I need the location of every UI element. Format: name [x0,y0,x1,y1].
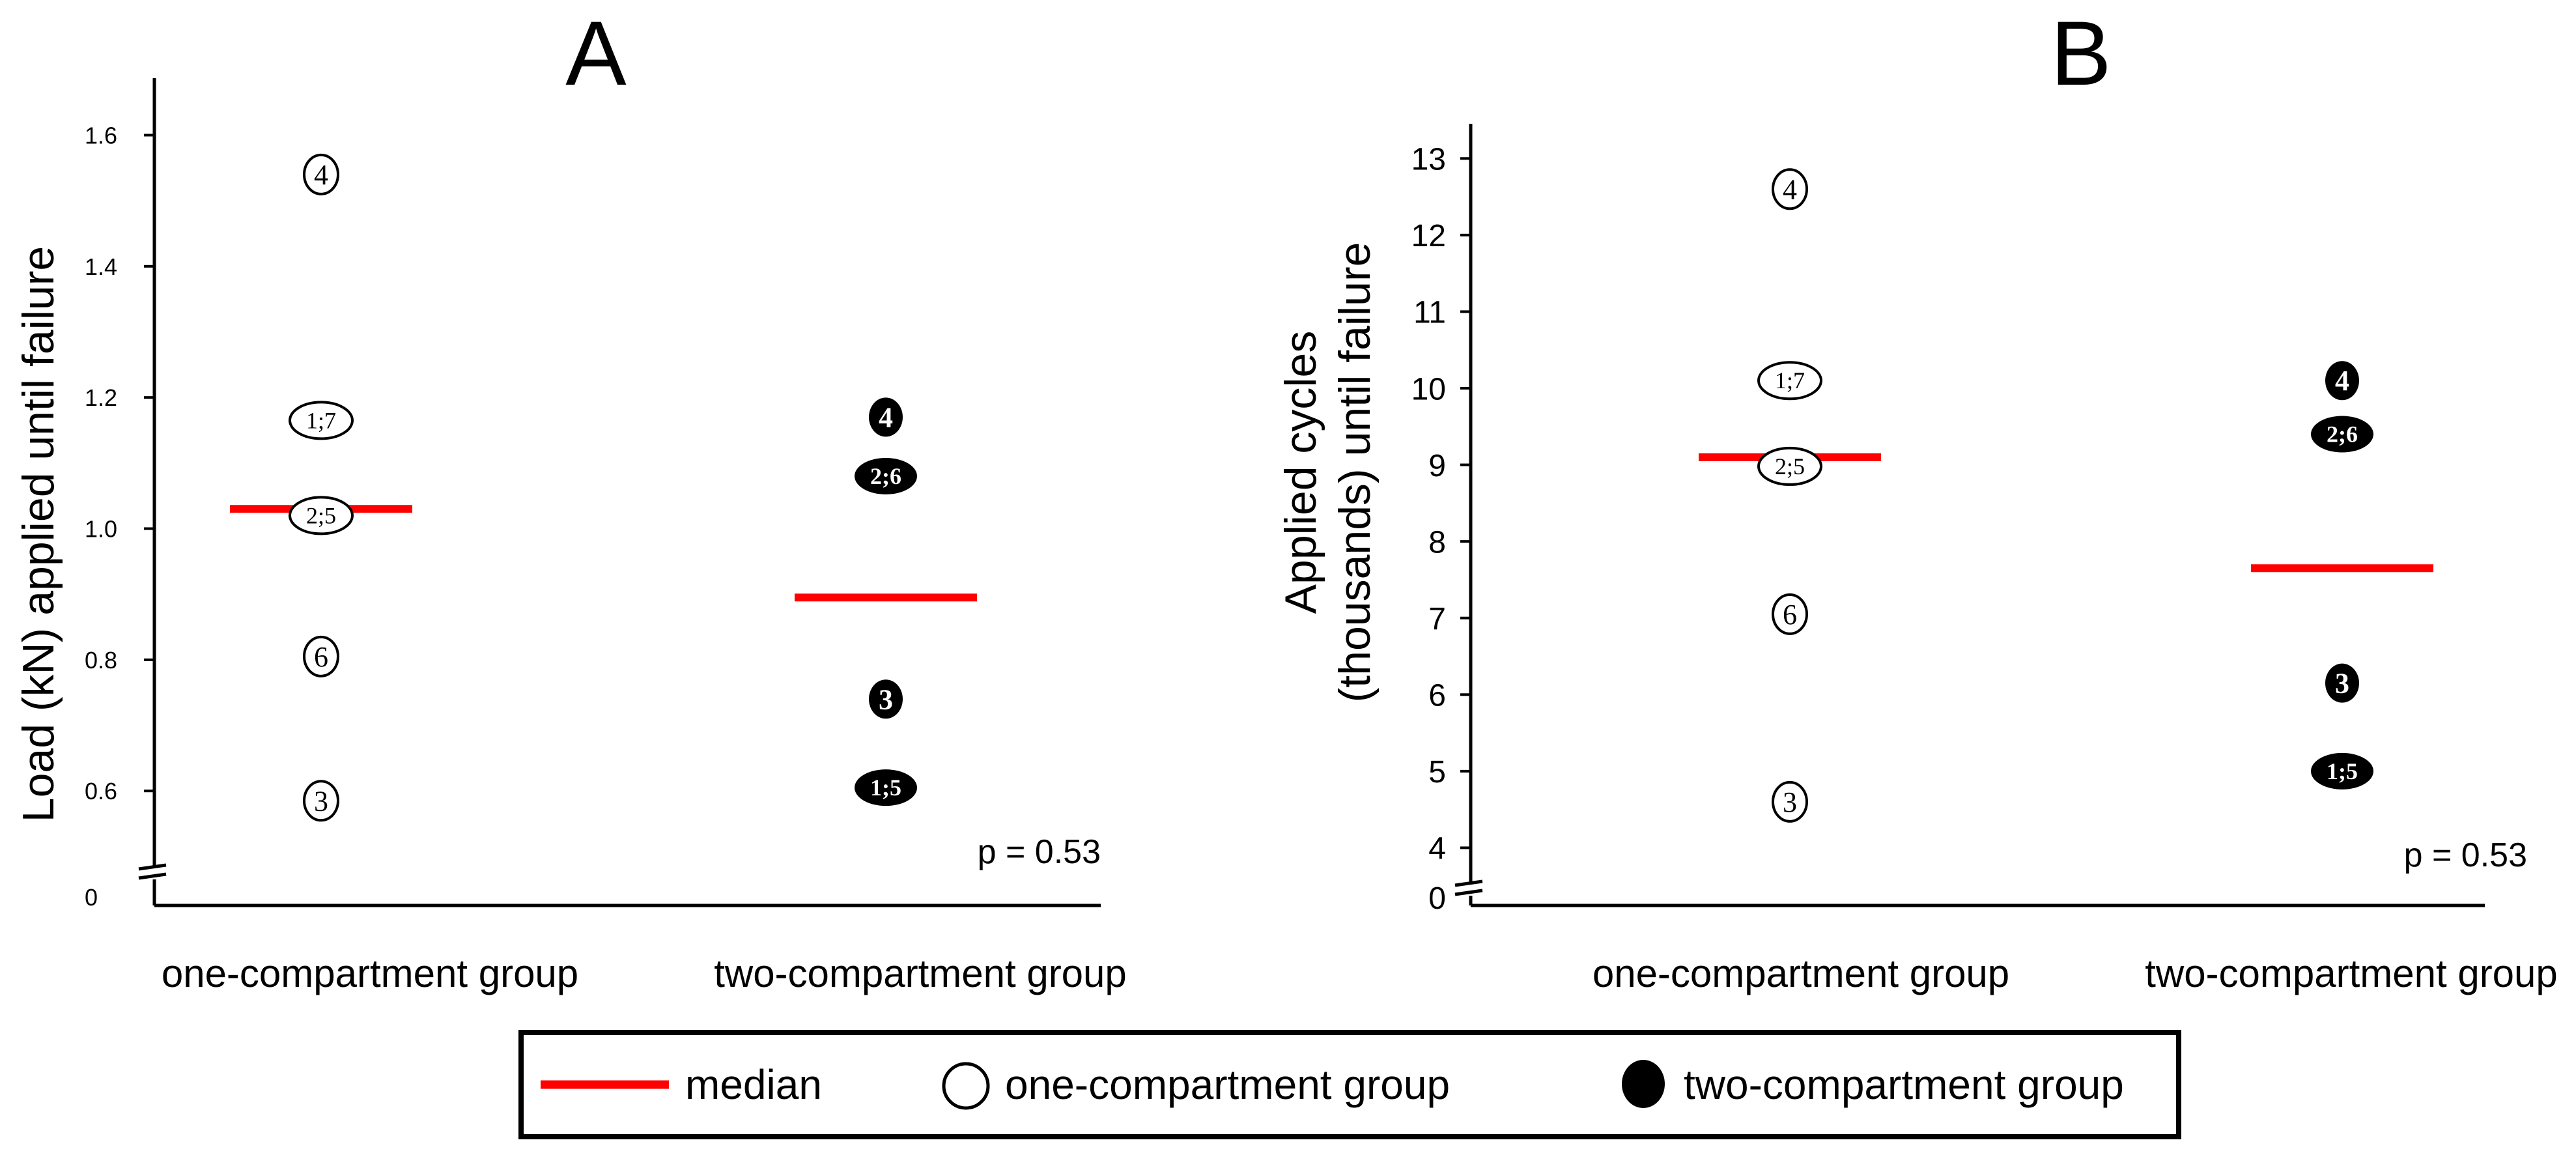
panel-b-y-tick-label: 9 [1428,449,1446,483]
data-point-label: 6 [314,641,328,673]
panel-b-ylabel-line-1: Applied cycles [1276,331,1325,614]
panel-a-data-point: 1;5 [855,769,917,806]
panel-b-data-point: 1;5 [2311,752,2373,790]
axis-break-mark [1454,889,1483,896]
panel-a-data-point: 2;6 [855,457,917,494]
data-point-label: 4 [2335,365,2349,397]
panel-a-data-point: 3 [303,780,339,822]
one-compartment-marker [303,780,339,822]
data-point-label: 2;6 [870,463,901,489]
data-point-label: 4 [879,401,893,433]
data-point-label: 1;7 [1775,367,1805,393]
legend: median one-compartment group two-compart… [518,1030,2181,1139]
data-point-label: 4 [314,159,328,191]
data-point-label: 2;5 [1775,453,1805,479]
one-compartment-marker [1757,446,1822,486]
panel-a-x-category-label: one-compartment group [162,952,578,995]
axis-break-mark [1454,879,1483,887]
panel-b-y-baseline-label: 0 [1428,881,1446,916]
panel-a-y-tick-label: 0.6 [85,778,117,804]
data-point-label: 1;5 [870,775,901,801]
panel-a-y-tick-label: 1.2 [85,384,117,411]
panel-a-data-point: 1;7 [289,401,354,440]
panel-a-label: A [565,2,627,104]
panel-a-y-tick-label: 1.4 [85,253,117,280]
one-compartment-marker [289,496,354,535]
one-compartment-marker [289,401,354,440]
panel-b-axis-break [1454,879,1485,896]
panel-a-data-point: 4 [303,153,339,195]
panel-b-y-tick-label: 12 [1411,219,1446,253]
two-compartment-marker [869,397,903,437]
panel-b-y-tick-label: 11 [1413,296,1446,330]
panel-b-label: B [2050,2,2111,104]
data-point-label: 2;6 [2327,421,2358,448]
panel-b-y-tick-label: 7 [1428,602,1446,636]
panel-a-ylabel: Load (kN) applied until failure [14,246,63,823]
panel-b-data-point: 4 [2325,361,2359,401]
data-point-label: 1;7 [306,407,336,433]
legend-box [518,1030,2181,1139]
two-compartment-marker [2311,416,2373,453]
panel-b-ylabel-line-2: (thousands) until failure [1330,242,1380,703]
one-compartment-marker [1772,780,1808,823]
data-point-label: 3 [2335,668,2349,700]
data-point-label: 3 [1783,786,1797,818]
panel-a-x-category-label: two-compartment group [714,952,1127,995]
panel-a-y-baseline-label: 0 [85,884,98,911]
data-point-label: 6 [1783,599,1797,631]
axis-break-mark [138,863,167,871]
legend-one-compartment-swatch [942,1062,990,1110]
panel-b-data-point: 3 [2325,663,2359,703]
panel-a-y-tick-label: 0.8 [85,647,117,674]
panel-b-y-tick-label: 5 [1428,755,1446,790]
two-compartment-marker [2325,361,2359,401]
panel-b-data-point: 1;7 [1757,361,1822,401]
panel-b-data-point: 4 [1772,168,1808,210]
panel-b-data-point: 6 [1772,593,1808,635]
panel-b-y-tick-label: 13 [1411,143,1446,177]
panel-a-data-point: 2;5 [289,496,354,535]
panel-b-data-point: 2;6 [2311,416,2373,453]
panel-b-data-point: 3 [1772,780,1808,823]
panel-b-y-tick-label: 8 [1428,525,1446,560]
panel-a-y-tick-label: 1.6 [85,122,117,149]
two-compartment-marker [2325,663,2359,703]
panel-b-y-tick-label: 4 [1428,832,1446,866]
legend-two-compartment-label: two-compartment group [1684,1061,2124,1108]
panel-a-data-point: 6 [303,635,339,677]
axis-break-mark [138,872,167,880]
data-point-label: 4 [1783,173,1797,205]
panel-a-y-tick-label: 1.0 [85,515,117,542]
one-compartment-marker [303,635,339,677]
panel-a-data-point: 4 [869,397,903,437]
one-compartment-marker [303,153,339,195]
legend-median-label: median [685,1061,822,1108]
legend-two-compartment-swatch [1622,1060,1665,1108]
panel-b-x-category-label: two-compartment group [2145,952,2558,995]
data-point-label: 3 [314,785,328,817]
panel-b-y-tick-label: 6 [1428,679,1446,713]
panel-b-data-point: 2;5 [1757,446,1822,486]
panel-a-p-value: p = 0.53 [978,833,1101,871]
two-compartment-marker [869,679,903,719]
panel-b: B Applied cycles (thousands) until failu… [1276,2,2558,995]
one-compartment-marker [1772,593,1808,635]
data-point-label: 1;5 [2327,758,2358,784]
panel-b-x-category-label: one-compartment group [1592,952,2009,995]
panel-a: A Load (kN) applied until failure 0.6 0.8… [14,2,1127,995]
two-compartment-marker [2311,752,2373,790]
panel-b-p-value: p = 0.53 [2404,836,2527,874]
panel-b-y-tick-label: 10 [1411,372,1446,406]
legend-one-compartment-label: one-compartment group [1005,1061,1450,1108]
two-compartment-marker [855,457,917,494]
two-compartment-marker [855,769,917,806]
panel-a-axis-break [138,863,169,880]
data-point-label: 2;5 [306,502,336,528]
one-compartment-marker [1757,361,1822,401]
panel-a-data-point: 3 [869,679,903,719]
data-point-label: 3 [879,683,893,715]
one-compartment-marker [1772,168,1808,210]
